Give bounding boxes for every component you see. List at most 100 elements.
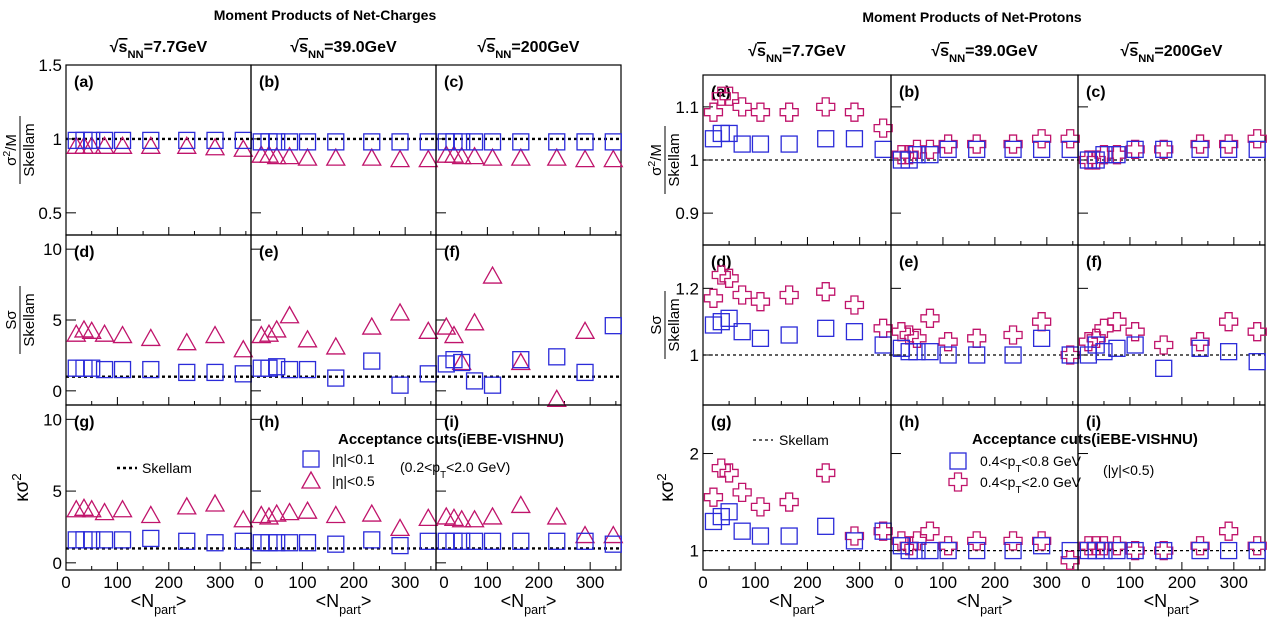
data-point-series2 (1003, 134, 1023, 154)
data-point-series1 (280, 360, 299, 379)
data-point-series1 (453, 133, 471, 151)
y-axis-label: κσ2 (654, 473, 679, 501)
data-point-series1 (1248, 140, 1266, 159)
data-point-series2 (510, 352, 531, 371)
data-point-series1 (206, 363, 224, 382)
legend-item1: 0.4<pT<0.8 GeV (980, 453, 1082, 475)
legend-skellam-label: Skellam (142, 460, 192, 476)
data-point-series1 (908, 343, 926, 361)
data-point-series2 (1125, 322, 1145, 342)
data-point-series1 (733, 135, 751, 153)
panel-c: (c) (435, 64, 624, 236)
x-tick-label: 0 (1081, 573, 1090, 592)
y-axis-label-numerator: σ2/M (646, 144, 665, 176)
x-tick-label: 300 (845, 573, 873, 592)
data-point-series1 (604, 535, 622, 553)
data-point-series1 (113, 360, 132, 379)
x-tick-label: 0 (61, 573, 70, 592)
data-point-series2 (389, 518, 411, 537)
y-axis-label: Sσ Skellam (648, 291, 683, 359)
energy-label-text: √sNN=200GeV (478, 39, 580, 61)
panel-label: (h) (259, 414, 279, 431)
data-point-series2 (297, 329, 318, 348)
data-point-series1 (548, 348, 566, 366)
data-point-series1 (780, 135, 798, 153)
data-point-series2 (140, 135, 161, 154)
legend-range: (|y|<0.5) (1103, 462, 1154, 478)
data-point-series1 (1191, 541, 1209, 560)
data-point-series2 (266, 503, 287, 522)
data-point-series2 (389, 302, 411, 321)
data-point-series1 (968, 541, 986, 560)
data-point-series1 (1032, 140, 1051, 159)
x-tick-label: 100 (473, 573, 501, 592)
x-tick-label: 300 (576, 573, 604, 592)
data-point-series2 (574, 321, 596, 339)
y-tick-label: 10 (43, 410, 62, 429)
data-point-series2 (482, 265, 503, 284)
data-point-series1 (327, 133, 345, 151)
data-point-series2 (1003, 325, 1023, 345)
data-point-series2 (233, 339, 254, 358)
panel-label: (d) (74, 244, 94, 261)
x-tick-label: 0 (894, 573, 903, 592)
data-point-series1 (733, 522, 751, 540)
data-point-series2 (204, 325, 226, 344)
panel-b: (b) (250, 64, 439, 236)
data-point-series2 (482, 147, 503, 166)
data-point-series2 (920, 139, 940, 160)
x-axis-label: <Npart> (957, 591, 1013, 617)
data-point-series1 (280, 534, 299, 552)
x-tick-label: 300 (391, 573, 419, 592)
panel-label: (b) (259, 74, 279, 91)
data-point-series2 (719, 268, 739, 288)
data-point-series2 (844, 295, 865, 315)
data-point-series2 (703, 288, 724, 308)
data-point-series1 (751, 329, 770, 347)
data-point-series2 (603, 149, 624, 168)
data-point-series2 (546, 147, 567, 166)
data-point-series1 (1155, 359, 1173, 377)
data-point-series2 (1190, 536, 1210, 556)
x-tick-label: 200 (340, 573, 368, 592)
data-point-series1 (363, 352, 381, 370)
data-point-series2 (443, 508, 465, 526)
data-point-series1 (327, 535, 345, 553)
panel-d: (d) (65, 234, 254, 406)
x-tick-label: 100 (103, 573, 131, 592)
data-point-series1 (720, 309, 738, 327)
y-axis-label-numerator: Sσ (3, 310, 20, 330)
data-point-series2 (451, 352, 472, 371)
panel-a: (a) (65, 64, 254, 236)
data-point-series2 (779, 492, 799, 512)
data-point-series2 (907, 328, 927, 348)
data-point-series2 (464, 312, 485, 331)
legend-item2: 0.4<pT<2.0 GeV (980, 474, 1082, 496)
data-point-series1 (1219, 140, 1238, 159)
data-point-series2 (1060, 345, 1080, 365)
panel-d: (d) (702, 244, 893, 406)
panel-f: (f) (435, 234, 622, 407)
data-point-series2 (418, 149, 439, 168)
y-tick-label: 10 (43, 240, 62, 259)
data-point-series2 (66, 323, 87, 342)
energy-label: √sNN=7.7GeV (748, 43, 846, 65)
data-point-series1 (874, 140, 892, 159)
data-point-series2 (94, 502, 115, 521)
data-point-series1 (845, 532, 864, 550)
panel-frame (702, 74, 892, 246)
panel-label: (i) (444, 414, 459, 431)
data-point-series2 (325, 336, 346, 355)
data-point-series1 (512, 351, 530, 369)
data-point-series1 (874, 336, 892, 354)
x-tick-label: 200 (793, 573, 821, 592)
data-point-series1 (780, 527, 798, 545)
panel-c: (c) (1077, 74, 1267, 246)
data-point-series1 (483, 133, 502, 151)
data-point-series2 (574, 149, 596, 168)
data-point-series2 (1003, 531, 1023, 551)
figure-panels: √sNN=7.7GeV √sNN=39.0GeV √sNN=200GeV 0.5 1 1.… (1, 39, 1267, 617)
data-point-series1 (1095, 343, 1113, 361)
data-point-series2 (361, 503, 382, 522)
energy-label: √sNN=7.7GeV (110, 39, 208, 61)
